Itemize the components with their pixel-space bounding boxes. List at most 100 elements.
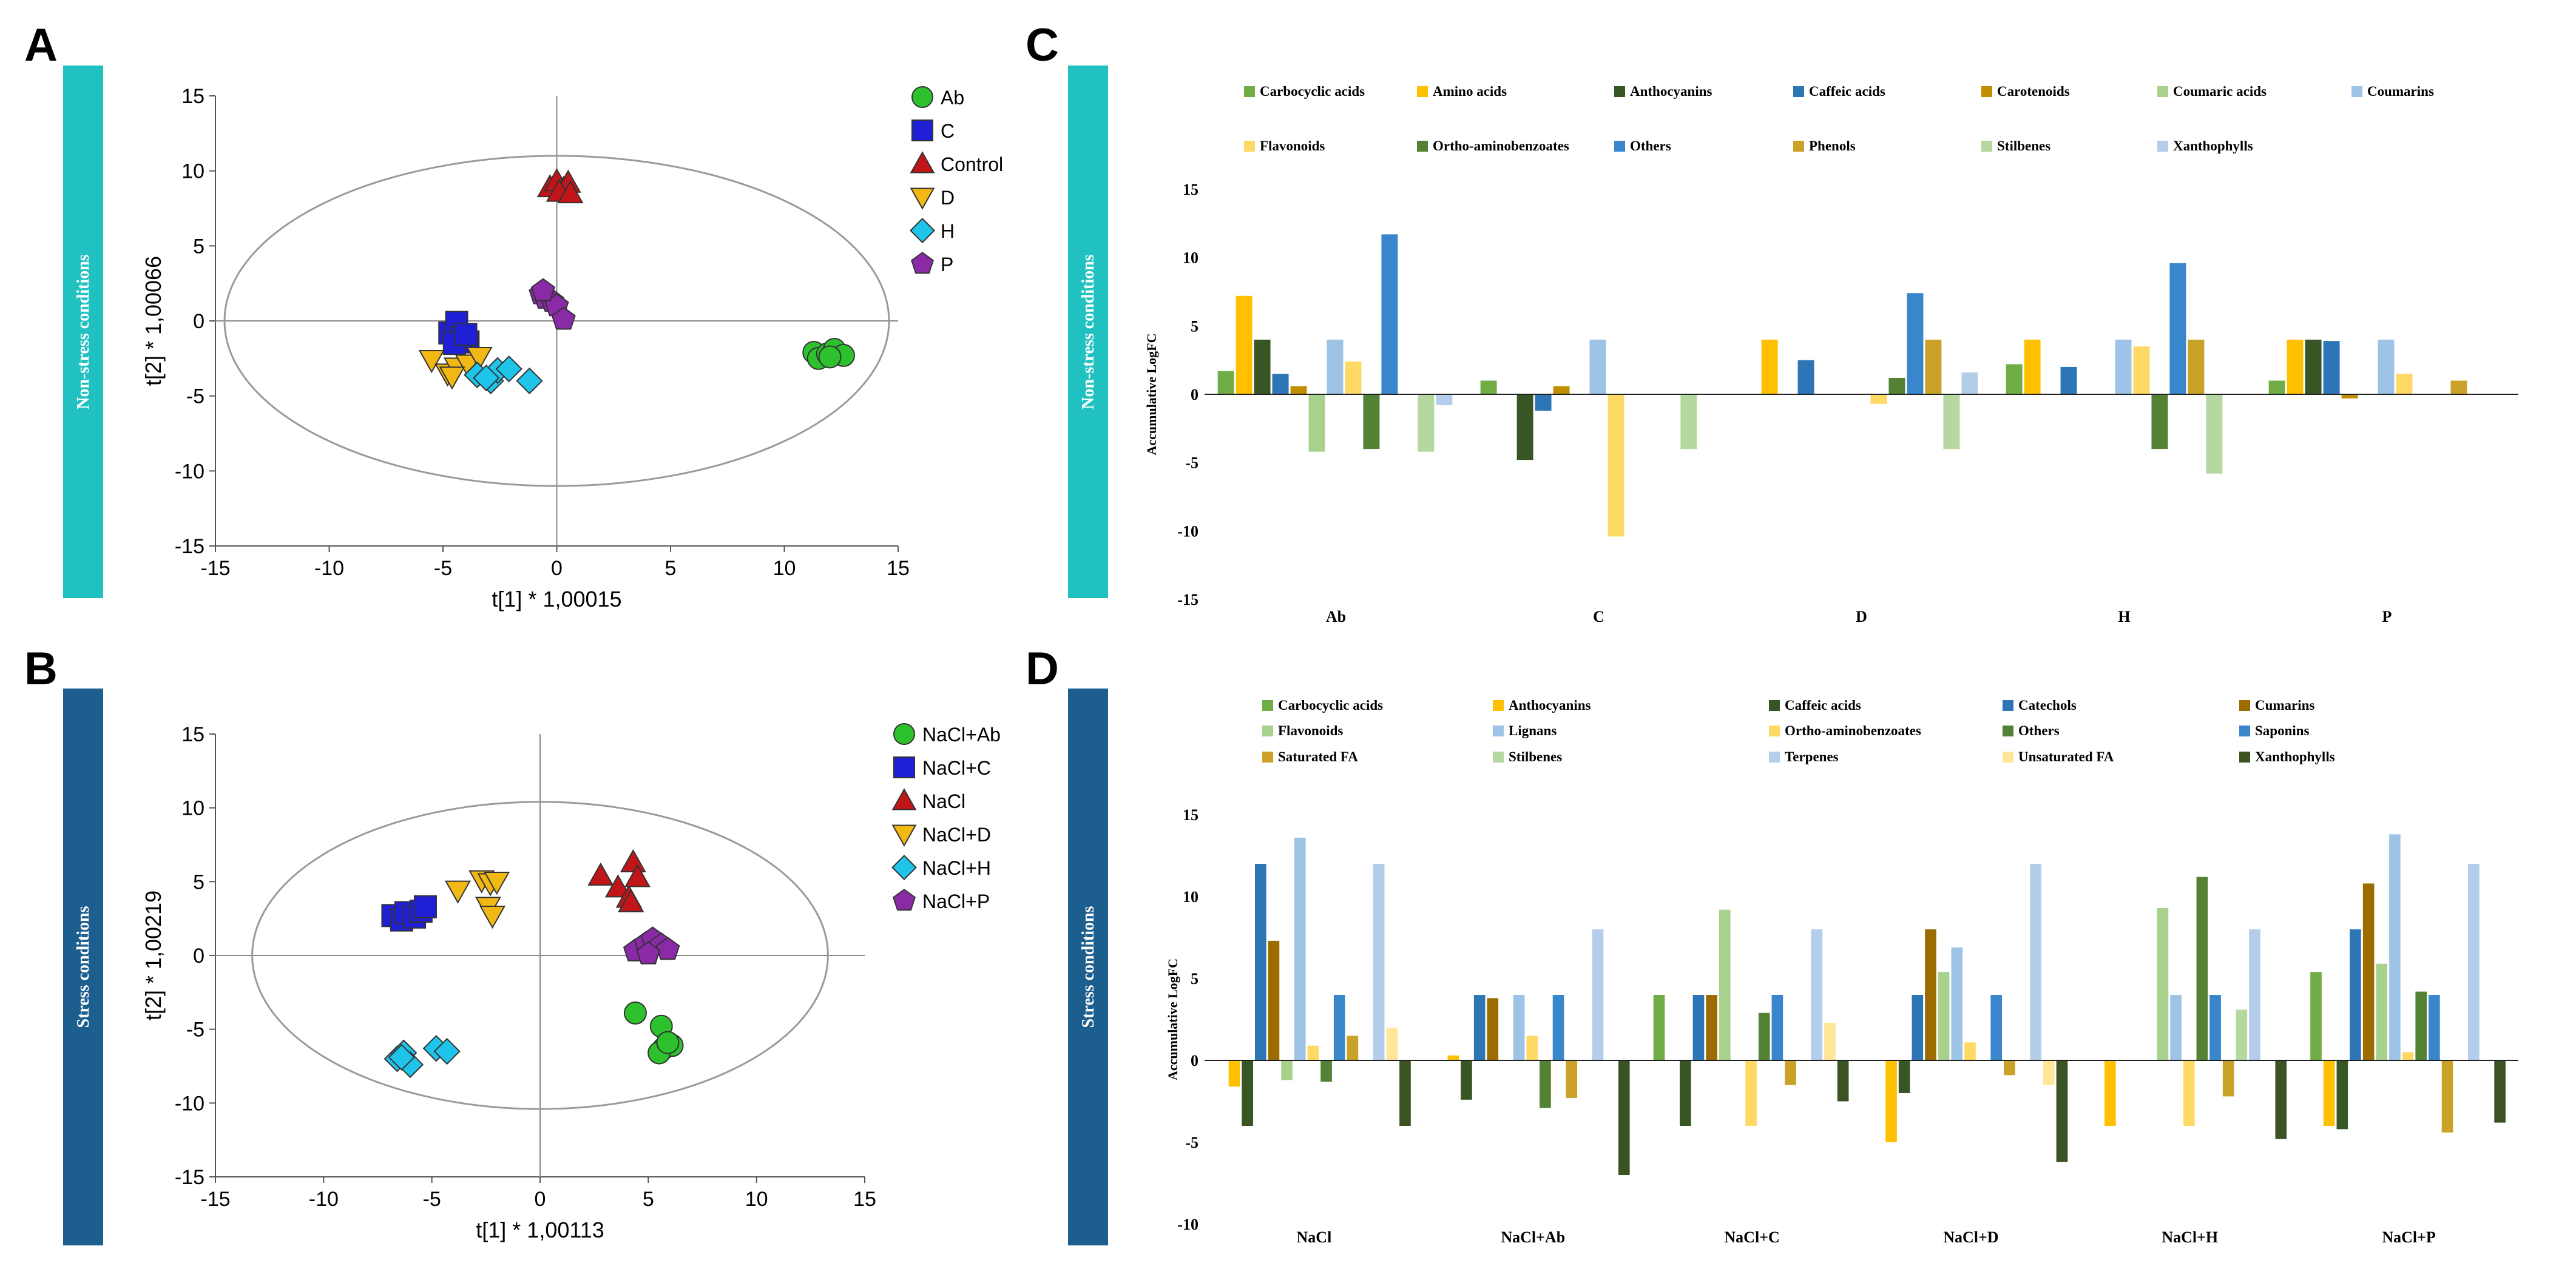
legend-swatch — [2157, 141, 2168, 152]
legend-swatch — [2003, 700, 2013, 711]
x-tick-label: 5 — [643, 1188, 654, 1211]
legend-marker — [910, 151, 935, 173]
data-point-nacl — [618, 889, 644, 912]
legend-swatch — [2157, 86, 2168, 97]
data-point-nacl-ab — [623, 1001, 647, 1025]
legend-swatch — [2239, 726, 2250, 736]
legend-label: NaCl — [922, 790, 965, 812]
y-tick-label: -10 — [175, 1092, 205, 1115]
bar-caffeic-acids — [1461, 1060, 1472, 1100]
legend-label: Xanthophylls — [2255, 749, 2335, 764]
panel-letter-c: C — [1026, 19, 1059, 71]
bar-others — [1381, 234, 1398, 394]
legend-swatch — [1417, 86, 1428, 97]
bar-anthocyanins — [1228, 1060, 1240, 1087]
bar-ortho-aminobenzoates — [1363, 394, 1380, 450]
legend-marker — [893, 723, 915, 745]
x-tick-label: -10 — [314, 557, 344, 580]
bar-anthocyanins — [1516, 394, 1533, 460]
y-tick-label: 0 — [1191, 1052, 1198, 1069]
bar-unsaturated-fa — [2043, 1060, 2055, 1085]
x-tick-label: -15 — [200, 557, 230, 580]
legend-label: Stilbenes — [1997, 138, 2050, 153]
data-point-h — [516, 367, 543, 395]
bar-amino-acids — [1236, 295, 1253, 394]
legend-label: Amino acids — [1433, 84, 1507, 99]
bar-ortho-aminobenzoates — [2183, 1060, 2195, 1126]
y-tick-label: 0 — [193, 945, 205, 968]
legend-label: Stilbenes — [1509, 749, 1562, 764]
legend-label: Catechols — [2018, 698, 2077, 713]
bar-caffeic-acids — [1535, 394, 1552, 411]
legend-swatch — [1244, 86, 1255, 97]
condition-label-b: Stress conditions — [74, 906, 93, 1028]
legend-label: D — [941, 187, 955, 209]
legend-label: Ortho-aminobenzoates — [1785, 723, 1921, 738]
bar-terpenes — [2468, 864, 2480, 1060]
y-tick-label: 5 — [193, 871, 205, 894]
legend-label: Control — [941, 153, 1003, 175]
legend-marker — [893, 889, 916, 911]
bar-phenols — [2450, 380, 2467, 394]
y-tick-label: 15 — [1183, 806, 1198, 824]
bar-caffeic-acids — [1898, 1060, 1910, 1093]
score-plot-b: -15 -10 -5 0 5 10 15 -15 -10 -5 0 5 10 15 t[1] * 1,001… — [141, 723, 1001, 1242]
bar-others — [1907, 293, 1924, 394]
y-axis-label: Accumulative LogFC — [1144, 333, 1159, 455]
data-point-nacl-h — [388, 1043, 415, 1071]
bar-flavonoids — [2133, 346, 2150, 394]
legend-swatch — [1981, 86, 1992, 97]
legend-label: Caffeic acids — [1785, 698, 1861, 713]
bar-saturated-fa — [1566, 1060, 1578, 1099]
bar-caffeic-acids — [2336, 1060, 2348, 1130]
y-tick-label: -10 — [175, 460, 205, 483]
bar-coumarins — [2115, 339, 2132, 394]
bar-flavonoids — [2396, 374, 2413, 394]
bar-cumarins — [2362, 883, 2375, 1060]
bar-xanthophylls — [1961, 372, 1978, 394]
data-point-p — [551, 306, 576, 330]
legend-swatch — [1417, 141, 1428, 152]
bar-lignans — [1294, 837, 1306, 1060]
bar-phenols — [1925, 339, 1942, 394]
data-point-nacl-ab — [656, 1031, 680, 1054]
data-point-h — [473, 364, 500, 392]
y-tick-label: -15 — [175, 1166, 205, 1189]
bar-terpenes — [1592, 929, 1604, 1060]
legend-marker — [911, 86, 933, 108]
bar-flavonoids — [2376, 963, 2388, 1060]
y-tick-label: -5 — [186, 1019, 205, 1042]
y-tick-label: 10 — [181, 797, 205, 820]
bar-anthocyanins — [1447, 1055, 1459, 1060]
bar-stilbenes — [1418, 394, 1435, 452]
bar-xanthophylls — [1618, 1060, 1630, 1175]
x-tick-label: 15 — [887, 557, 910, 580]
bar-flavonoids — [2157, 908, 2169, 1060]
bar-saponins — [2209, 995, 2221, 1060]
legend-swatch — [1262, 700, 1273, 711]
condition-bar-a — [63, 66, 103, 598]
legend-label: Lignans — [1509, 723, 1557, 738]
y-tick-label: 0 — [1191, 386, 1198, 403]
y-tick-label: -5 — [1185, 454, 1198, 472]
bar-carbocyclic-acids — [1217, 371, 1234, 394]
bar-saponins — [1552, 995, 1564, 1060]
legend-label: Others — [1630, 138, 1671, 153]
data-point-nacl-p — [636, 941, 661, 965]
condition-label-a: Non-stress conditions — [74, 254, 93, 409]
bar-ortho-aminobenzoates — [1526, 1036, 1538, 1060]
bar-terpenes — [2249, 929, 2260, 1060]
confidence-ellipse — [223, 155, 890, 487]
bar-flavonoids — [1938, 972, 1950, 1060]
data-point-nacl-d — [484, 872, 510, 895]
y-tick-label: 5 — [1191, 317, 1198, 335]
confidence-ellipse — [251, 801, 829, 1110]
bar-terpenes — [1811, 929, 1823, 1060]
y-tick-label: 10 — [1183, 249, 1198, 267]
bar-caffeic-acids — [1272, 374, 1289, 394]
legend-label: Caffeic acids — [1809, 84, 1885, 99]
bar-cumarins — [1487, 998, 1499, 1060]
bar-caffeic-acids — [1680, 1060, 1691, 1126]
x-tick-label: -15 — [200, 1188, 230, 1211]
x-tick-label: 10 — [773, 557, 796, 580]
